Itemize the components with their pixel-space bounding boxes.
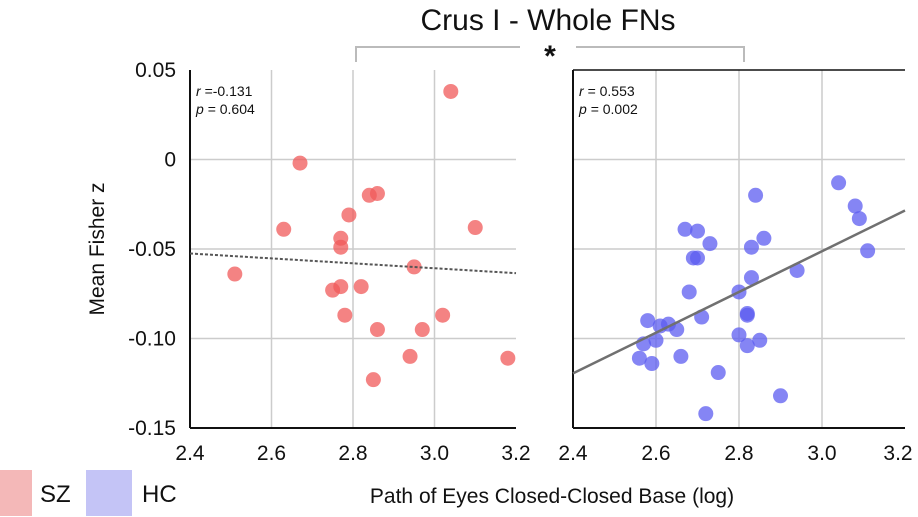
data-point: [789, 262, 805, 278]
p-annotation: p = 0.604: [195, 101, 255, 117]
data-point: [752, 332, 768, 348]
data-point: [631, 350, 647, 366]
data-point: [341, 207, 357, 223]
r-annotation: r =-0.131: [196, 83, 253, 99]
data-point: [369, 186, 385, 202]
x-tick-label: 2.8: [724, 442, 753, 465]
data-point: [640, 313, 656, 329]
data-point: [365, 372, 381, 388]
data-point: [414, 322, 430, 338]
data-point: [690, 223, 705, 239]
data-point: [648, 332, 664, 348]
legend-item-sz: SZ: [0, 470, 71, 516]
data-point: [369, 322, 385, 338]
y-tick-label: 0: [164, 149, 176, 172]
legend-item-hc: HC: [86, 470, 177, 516]
data-point: [673, 348, 689, 364]
data-point: [443, 83, 459, 99]
legend-swatch: [86, 470, 132, 516]
data-point: [860, 243, 876, 259]
x-tick-label: 2.6: [257, 442, 286, 465]
y-tick-label: -0.10: [128, 328, 176, 351]
data-point: [467, 220, 483, 236]
significance-bracket-line-right: [576, 46, 745, 62]
panel-hc: 2.4 2.6 2.8 3.0 3.2 r = 0.553 p = 0.002: [558, 69, 913, 465]
data-point: [831, 175, 847, 191]
significance-bracket-line: [355, 46, 520, 62]
panel-sz: 2.4 2.6 2.8 3.0 3.2 0.05 0 -0.05 -0.10 -0.15 r =-0…: [128, 59, 530, 465]
r-annotation: r = 0.553: [579, 83, 635, 99]
x-tick-label: 2.6: [641, 442, 670, 465]
x-tick-label: 2.4: [558, 442, 588, 465]
data-point: [227, 266, 243, 282]
data-point: [739, 307, 755, 323]
legend-label: SZ: [40, 481, 71, 508]
chart-title: Crus I - Whole FNs: [420, 4, 675, 37]
data-point: [748, 187, 764, 203]
data-point: [402, 348, 418, 364]
data-point: [743, 239, 759, 255]
data-point: [731, 327, 747, 343]
data-point: [406, 259, 422, 275]
trend-line: [572, 209, 906, 375]
data-point: [669, 322, 685, 338]
data-point: [333, 239, 349, 255]
data-point: [851, 211, 867, 227]
significance-bracket: *: [355, 40, 745, 73]
significance-star: *: [544, 40, 556, 73]
x-tick-label: 3.0: [807, 442, 836, 465]
data-point: [847, 198, 863, 214]
data-point: [739, 338, 755, 354]
x-tick-label: 2.8: [338, 442, 367, 465]
data-point: [702, 236, 718, 252]
data-point: [337, 307, 353, 323]
legend-label: HC: [142, 481, 177, 508]
data-point: [677, 221, 693, 237]
data-point: [500, 350, 516, 366]
x-axis-label: Path of Eyes Closed-Closed Base (log): [370, 485, 734, 508]
panels-layer: 2.4 2.6 2.8 3.0 3.2 0.05 0 -0.05 -0.10 -0.15 r =-0…: [128, 59, 912, 465]
data-point: [292, 155, 308, 171]
data-point: [710, 365, 726, 381]
x-tick-label: 3.0: [420, 442, 449, 465]
y-tick-label: 0.05: [135, 59, 176, 82]
data-point: [690, 250, 705, 266]
p-annotation: p = 0.002: [578, 101, 638, 117]
data-point: [276, 221, 292, 237]
data-point: [698, 406, 714, 422]
x-tick-label: 3.2: [883, 442, 912, 465]
legend: SZ HC: [0, 470, 177, 516]
data-point: [743, 270, 759, 286]
data-point: [353, 279, 369, 295]
data-point: [756, 230, 772, 246]
y-tick-label: -0.15: [128, 417, 176, 440]
data-point: [644, 356, 660, 372]
x-tick-label: 2.4: [175, 442, 205, 465]
data-point: [333, 279, 349, 295]
y-tick-label: -0.05: [128, 238, 176, 261]
data-point: [681, 284, 697, 300]
legend-swatch: [0, 470, 32, 516]
data-point: [435, 307, 451, 323]
data-point: [773, 388, 788, 404]
trend-line: [189, 252, 517, 275]
x-tick-label: 3.2: [501, 442, 530, 465]
y-axis-label: Mean Fisher z: [86, 182, 109, 315]
